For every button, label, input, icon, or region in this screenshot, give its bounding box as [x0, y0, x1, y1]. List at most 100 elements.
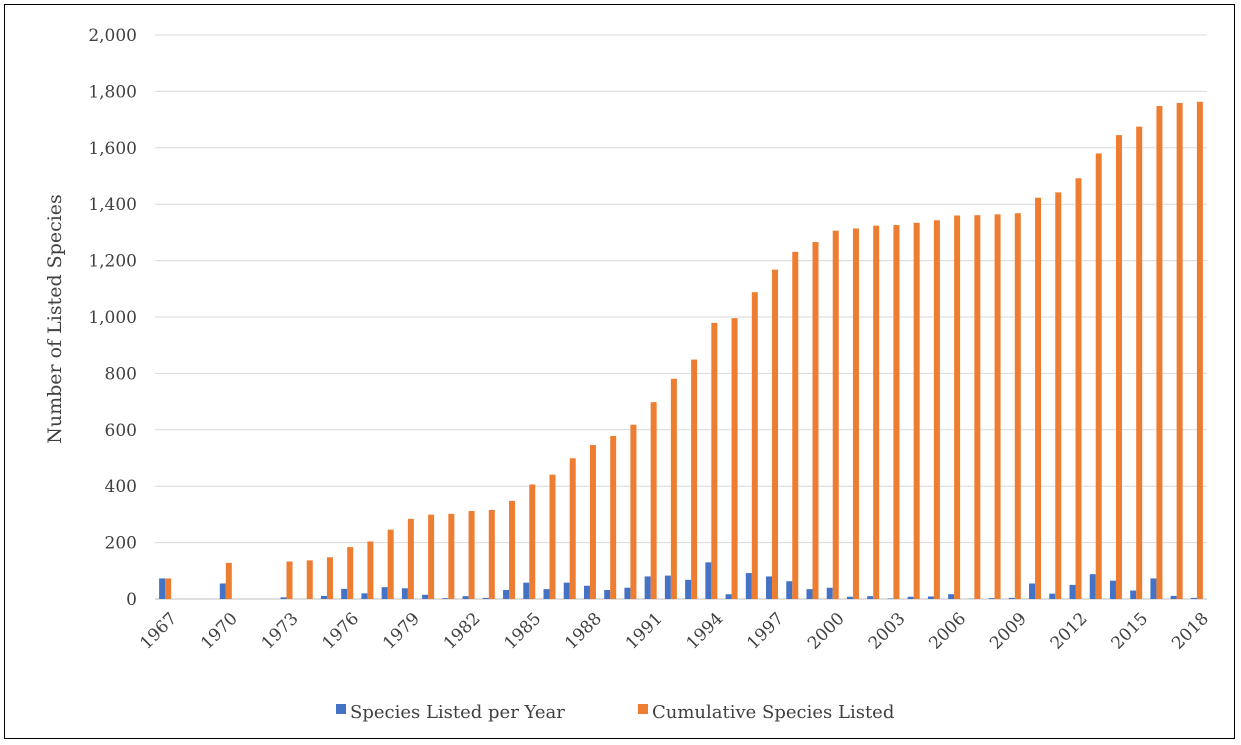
y-tick-label: 200 [105, 534, 137, 554]
bar-species-per-year [846, 596, 853, 599]
x-tick-label: 2009 [986, 609, 1031, 654]
bar-species-per-year [1130, 590, 1137, 599]
bar-cumulative [630, 424, 637, 599]
bar-cumulative [1196, 101, 1203, 599]
bar-cumulative [387, 529, 394, 599]
x-tick-label: 1988 [561, 609, 606, 654]
bar-cumulative [549, 474, 556, 599]
y-axis-title: Number of Listed Species [44, 194, 66, 444]
bar-species-per-year [725, 594, 732, 599]
bar-species-per-year [523, 582, 530, 599]
bar-cumulative [165, 578, 172, 599]
x-tick-label: 1979 [379, 609, 424, 654]
bar-cumulative [893, 225, 900, 599]
bar-species-per-year [624, 587, 631, 599]
bar-species-per-year [1170, 595, 1177, 599]
bar-species-per-year [1190, 597, 1197, 599]
legend-label-species-per-year: Species Listed per Year [350, 702, 565, 723]
bar-species-per-year [887, 598, 894, 599]
bar-species-per-year [401, 588, 408, 599]
bar-species-per-year [361, 593, 368, 599]
bar-cumulative [751, 292, 758, 599]
x-tick-label: 2006 [925, 609, 970, 654]
x-tick-label: 1991 [622, 609, 667, 654]
y-tick-label: 800 [105, 364, 137, 384]
bar-cumulative [509, 500, 516, 599]
bar-species-per-year [219, 583, 226, 599]
bar-species-per-year [583, 585, 590, 599]
bar-species-per-year [604, 589, 611, 599]
bar-species-per-year [806, 589, 813, 599]
x-tick-label: 1982 [440, 609, 485, 654]
x-tick-label: 1985 [501, 609, 546, 654]
bar-cumulative [1176, 102, 1183, 600]
legend: Species Listed per Year Cumulative Speci… [336, 702, 894, 723]
y-tick-label: 2,000 [88, 26, 137, 46]
bar-species-per-year [462, 596, 469, 599]
bar-species-per-year [482, 597, 489, 599]
bar-species-per-year [867, 596, 874, 599]
bar-cumulative [731, 318, 738, 599]
bar-species-per-year [664, 575, 671, 599]
y-tick-label: 400 [105, 477, 137, 497]
bar-species-per-year [381, 587, 388, 599]
bar-species-per-year [745, 573, 752, 599]
bar-cumulative [407, 518, 414, 599]
bar-species-per-year [422, 594, 429, 599]
x-tick-label: 2018 [1168, 609, 1213, 654]
bar-cumulative [286, 561, 293, 599]
x-tick-label: 2003 [865, 609, 910, 654]
bar-cumulative [711, 322, 718, 599]
bar-cumulative [670, 378, 677, 599]
y-tick-label: 0 [126, 590, 137, 610]
bar-species-per-year [705, 562, 712, 599]
bar-cumulative [994, 214, 1001, 599]
x-tick-label: 1970 [197, 609, 242, 654]
bars [159, 101, 1203, 600]
bar-cumulative [852, 228, 859, 599]
bar-cumulative [610, 436, 617, 599]
bar-species-per-year [159, 578, 166, 599]
bar-cumulative [691, 359, 698, 599]
bar-cumulative [428, 514, 435, 599]
bar-species-per-year [563, 582, 570, 599]
bar-cumulative [933, 220, 940, 599]
bar-cumulative [772, 269, 779, 599]
bar-species-per-year [442, 598, 449, 599]
bar-species-per-year [503, 589, 510, 599]
bar-cumulative [1095, 153, 1102, 599]
x-tick-label: 2015 [1107, 609, 1152, 654]
bar-species-per-year [1069, 584, 1076, 599]
x-tick-label: 2012 [1047, 609, 1092, 654]
bar-cumulative [448, 513, 455, 599]
bar-cumulative [832, 230, 839, 599]
y-tick-label: 600 [105, 421, 137, 441]
bar-cumulative [650, 402, 657, 599]
bar-species-per-year [766, 576, 773, 599]
bar-cumulative [1014, 213, 1021, 599]
bar-cumulative [569, 458, 576, 599]
bar-chart: 0 200 400 600 800 1,000 1,200 1,400 1,600 1,800 2,… [44, 26, 1213, 723]
bar-species-per-year [1049, 593, 1056, 599]
y-tick-label: 1,800 [88, 82, 137, 102]
bar-species-per-year [1109, 580, 1116, 599]
x-tick-label: 1976 [318, 609, 363, 654]
bar-cumulative [1156, 106, 1163, 599]
bar-cumulative [873, 225, 880, 599]
bar-cumulative [1035, 197, 1042, 599]
bar-cumulative [954, 215, 961, 600]
bar-cumulative [974, 215, 981, 599]
bar-cumulative [488, 509, 495, 599]
bar-species-per-year [1150, 578, 1157, 599]
bar-species-per-year [1089, 574, 1096, 599]
bar-species-per-year [341, 588, 348, 599]
x-tick-label: 1967 [136, 609, 181, 654]
bar-cumulative [792, 251, 799, 600]
bar-cumulative [306, 560, 313, 599]
chart-frame: 0 200 400 600 800 1,000 1,200 1,400 1,600 1,800 2,… [4, 4, 1235, 739]
bar-species-per-year [320, 595, 327, 599]
bar-cumulative [468, 511, 475, 599]
x-tick-label: 1997 [743, 609, 788, 654]
y-tick-label: 1,000 [88, 308, 137, 328]
x-tick-label: 1994 [683, 609, 728, 654]
